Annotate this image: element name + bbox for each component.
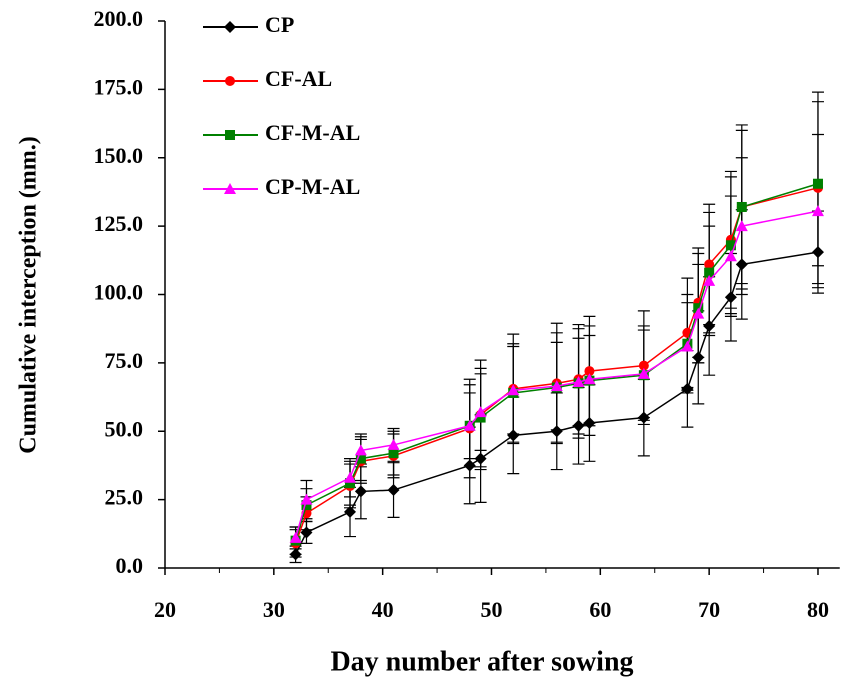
marker xyxy=(735,258,748,271)
marker xyxy=(704,267,715,278)
marker xyxy=(736,201,747,212)
marker xyxy=(681,340,694,352)
marker xyxy=(550,380,563,392)
marker xyxy=(725,240,736,251)
marker xyxy=(704,259,715,270)
marker xyxy=(507,429,520,442)
marker xyxy=(572,376,585,388)
marker xyxy=(345,478,356,489)
marker xyxy=(475,412,486,423)
marker xyxy=(572,419,585,432)
y-tick-label: 0.0 xyxy=(116,553,144,578)
marker xyxy=(550,425,563,438)
y-tick-label: 175.0 xyxy=(94,74,144,99)
marker xyxy=(637,367,650,379)
legend-marker xyxy=(224,183,236,194)
y-tick-label: 75.0 xyxy=(105,348,144,373)
marker xyxy=(344,505,357,518)
marker xyxy=(301,500,312,511)
marker xyxy=(344,471,357,483)
x-tick-label: 50 xyxy=(480,597,502,622)
y-tick-label: 150.0 xyxy=(94,143,144,168)
marker xyxy=(300,526,313,539)
legend-label: CP xyxy=(265,12,294,37)
marker xyxy=(463,419,476,431)
x-tick-label: 40 xyxy=(372,597,394,622)
marker xyxy=(703,319,716,332)
x-tick-label: 30 xyxy=(263,597,285,622)
legend-marker xyxy=(224,21,236,33)
marker xyxy=(584,366,595,377)
legend-label: CF-AL xyxy=(265,66,332,91)
y-tick-label: 100.0 xyxy=(94,280,144,305)
x-axis-title: Day number after sowing xyxy=(330,646,633,677)
marker xyxy=(681,382,694,395)
marker xyxy=(583,417,596,430)
marker xyxy=(812,178,823,189)
marker xyxy=(354,485,367,498)
marker xyxy=(811,246,824,259)
marker xyxy=(692,351,705,364)
marker xyxy=(811,205,824,217)
marker xyxy=(289,531,302,543)
marker xyxy=(300,493,313,505)
marker xyxy=(692,307,705,319)
x-tick-label: 60 xyxy=(589,597,611,622)
marker xyxy=(355,453,366,464)
marker xyxy=(637,411,650,424)
marker xyxy=(583,373,596,385)
x-tick-label: 20 xyxy=(154,597,176,622)
marker xyxy=(289,548,302,561)
marker xyxy=(507,384,520,396)
legend-label: CP-M-AL xyxy=(265,174,360,199)
legend-marker xyxy=(225,76,235,86)
y-tick-label: 50.0 xyxy=(105,416,144,441)
marker xyxy=(724,291,737,304)
marker xyxy=(638,360,649,371)
marker xyxy=(703,274,716,286)
legend-label: CF-M-AL xyxy=(265,120,360,145)
legend-marker xyxy=(225,130,235,140)
marker xyxy=(724,250,737,262)
marker xyxy=(463,459,476,472)
marker xyxy=(474,406,487,418)
marker xyxy=(474,452,487,465)
y-tick-label: 200.0 xyxy=(94,6,144,31)
marker xyxy=(387,438,400,450)
marker xyxy=(354,444,367,456)
y-tick-label: 25.0 xyxy=(105,485,144,510)
y-tick-label: 125.0 xyxy=(94,211,144,236)
x-tick-label: 80 xyxy=(807,597,829,622)
y-axis-title: Cumulative interception (mm.) xyxy=(16,136,42,454)
marker xyxy=(387,484,400,497)
x-tick-label: 70 xyxy=(698,597,720,622)
marker xyxy=(735,220,748,232)
marker xyxy=(388,448,399,459)
